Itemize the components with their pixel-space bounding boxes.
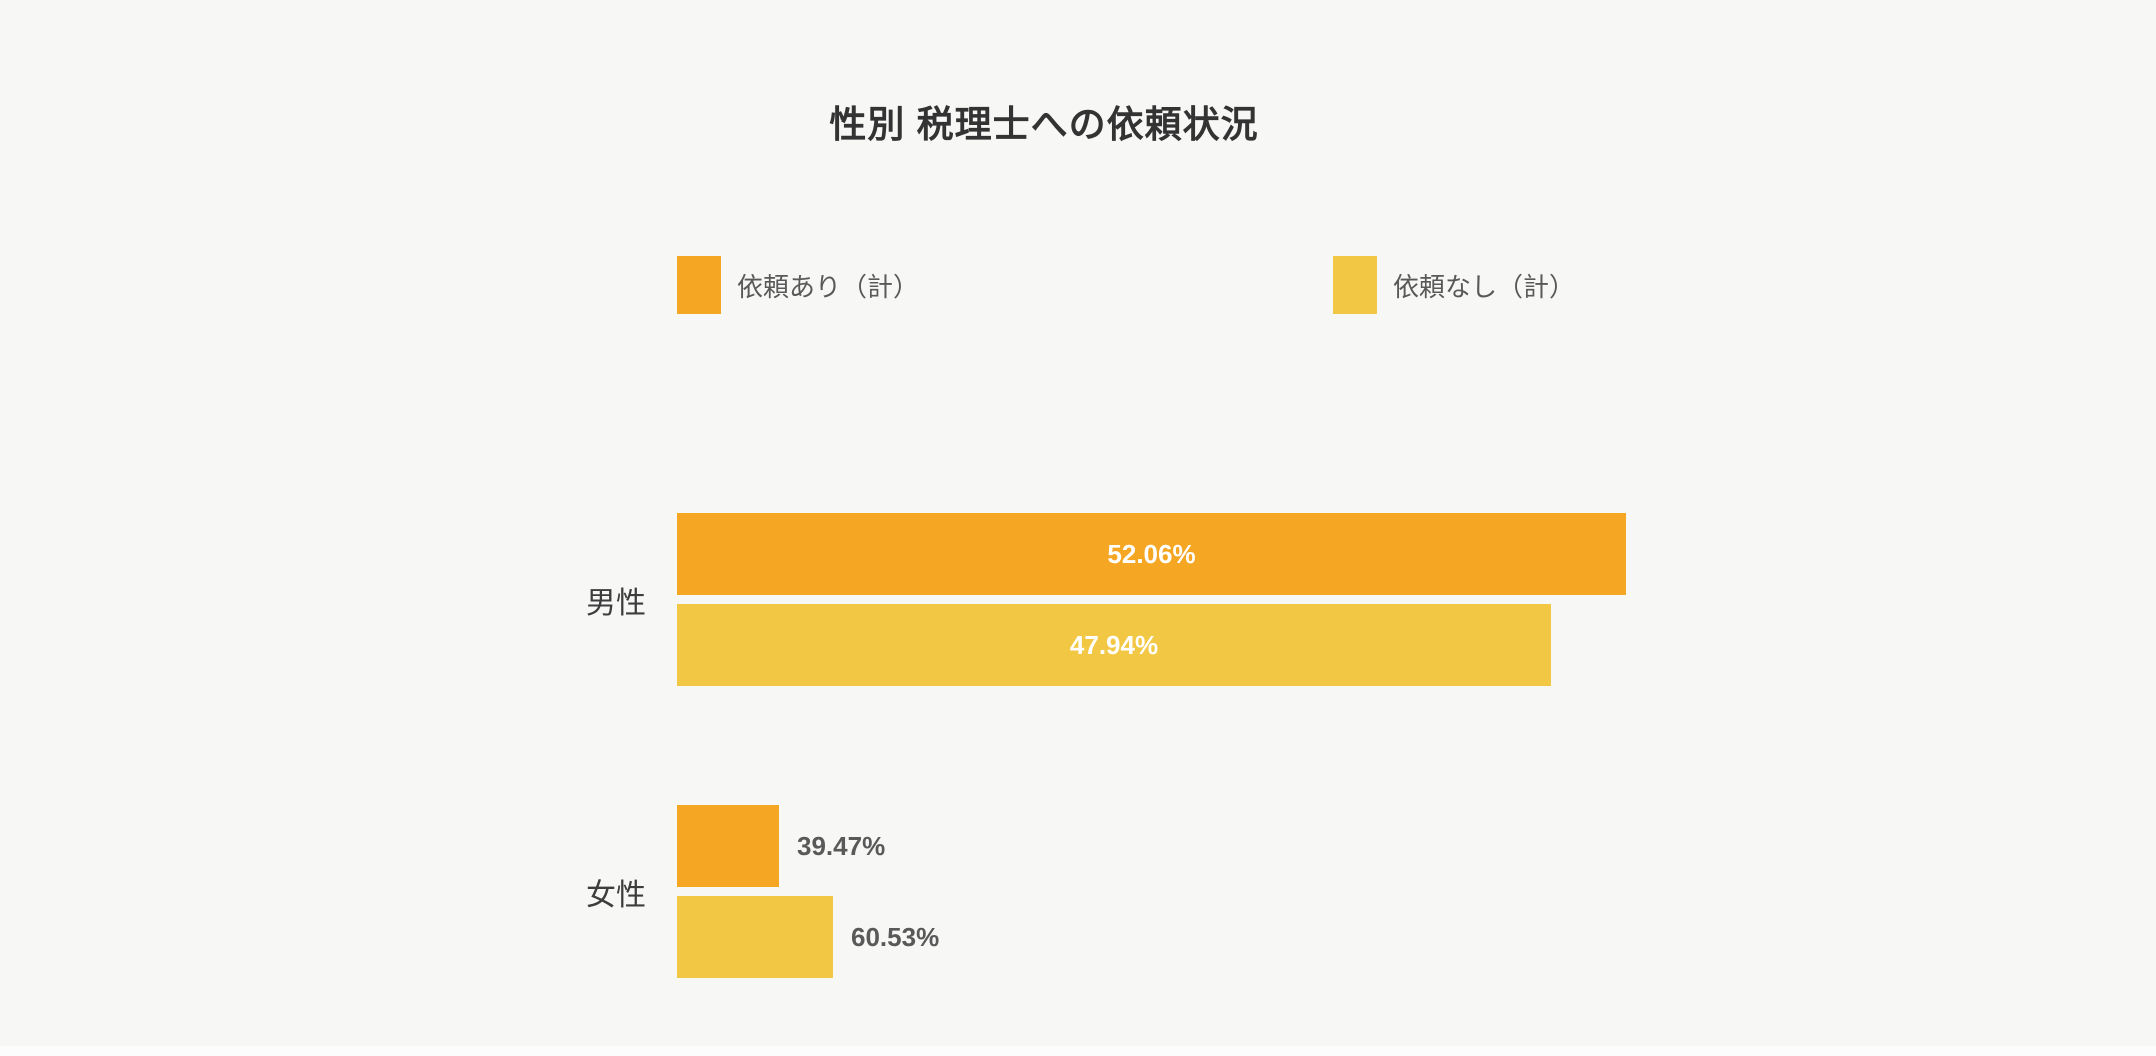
legend-label-irai-nashi: 依頼なし（計） bbox=[1393, 271, 1576, 302]
bottom-strip bbox=[0, 1046, 2156, 1056]
legend-item-irai-ari[interactable]: 依頼あり（計） bbox=[677, 256, 919, 314]
bar-ari[interactable]: 52.06% bbox=[677, 513, 1626, 595]
category-label: 女性 bbox=[586, 878, 646, 912]
value-label: 47.94% bbox=[1069, 629, 1159, 660]
legend-swatch-yellow-icon bbox=[1333, 256, 1377, 314]
bar-nashi[interactable] bbox=[677, 896, 833, 978]
legend-item-irai-nashi[interactable]: 依頼なし（計） bbox=[1333, 256, 1575, 314]
value-label: 60.53% bbox=[851, 922, 940, 952]
chart-title: 性別 税理士への依頼状況 bbox=[829, 104, 1259, 145]
legend-label-irai-ari: 依頼あり（計） bbox=[737, 271, 920, 302]
value-label: 52.06% bbox=[1107, 538, 1196, 569]
bar-ari[interactable] bbox=[677, 805, 779, 887]
value-label: 39.47% bbox=[797, 831, 886, 861]
bar-nashi[interactable]: 47.94% bbox=[677, 604, 1551, 686]
legend-swatch-orange-icon bbox=[677, 256, 721, 314]
category-label: 男性 bbox=[586, 586, 646, 620]
